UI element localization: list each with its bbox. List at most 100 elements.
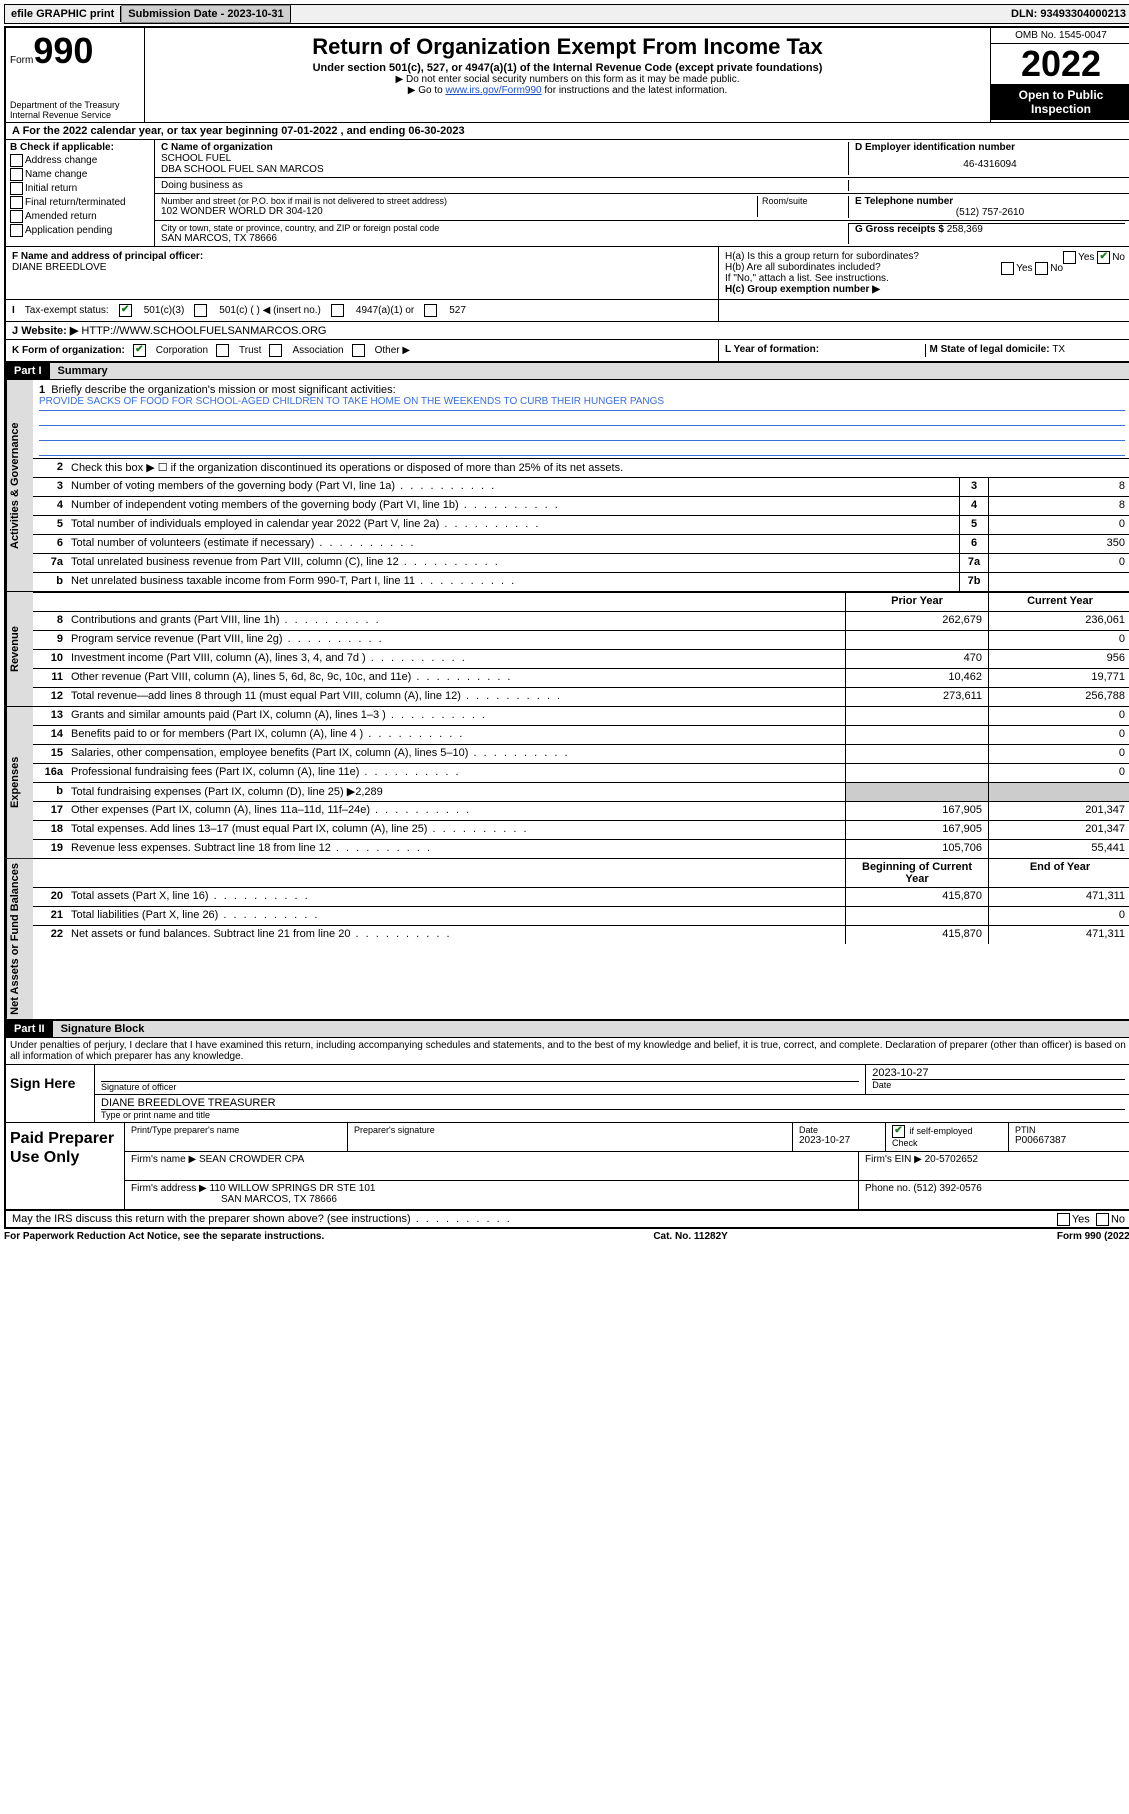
- check-name-change[interactable]: [10, 168, 23, 181]
- discuss-row: May the IRS discuss this return with the…: [6, 1211, 1129, 1227]
- firm-ein-value: 20-5702652: [925, 1154, 978, 1165]
- block-netassets: Net Assets or Fund Balances Beginning of…: [6, 859, 1129, 1021]
- discuss-no[interactable]: [1096, 1213, 1109, 1226]
- firm-name-value: SEAN CROWDER CPA: [199, 1154, 304, 1165]
- check-app-pending[interactable]: [10, 224, 23, 237]
- check-amended[interactable]: [10, 210, 23, 223]
- tax-year: 2022: [991, 44, 1129, 84]
- prep-sig-label: Preparer's signature: [354, 1125, 786, 1135]
- part1-title: Summary: [50, 363, 1129, 379]
- check-other[interactable]: [352, 344, 365, 357]
- block-expenses: Expenses 13 Grants and similar amounts p…: [6, 707, 1129, 859]
- check-self-employed[interactable]: [892, 1125, 905, 1138]
- sig-date-value: 2023-10-27: [872, 1067, 1125, 1079]
- summary-line: 13 Grants and similar amounts paid (Part…: [33, 707, 1129, 726]
- line2-label: Check this box ▶ ☐ if the organization d…: [67, 459, 1129, 477]
- type-name-label: Type or print name and title: [101, 1109, 1125, 1120]
- summary-line: 5 Total number of individuals employed i…: [33, 516, 1129, 535]
- l-label: L Year of formation:: [725, 344, 926, 357]
- part2-title: Signature Block: [53, 1021, 1129, 1037]
- sign-here-block: Sign Here Signature of officer 2023-10-2…: [6, 1065, 1129, 1123]
- part2-badge: Part II: [6, 1021, 53, 1037]
- summary-line: 9 Program service revenue (Part VIII, li…: [33, 631, 1129, 650]
- officer-typed-name: DIANE BREEDLOVE TREASURER: [101, 1097, 1125, 1109]
- hc-label: H(c) Group exemption number ▶: [725, 284, 1125, 295]
- check-4947[interactable]: [331, 304, 344, 317]
- check-assoc[interactable]: [269, 344, 282, 357]
- room-label: Room/suite: [757, 196, 842, 217]
- i-label: Tax-exempt status:: [25, 305, 109, 316]
- summary-line: 7a Total unrelated business revenue from…: [33, 554, 1129, 573]
- summary-line: 14 Benefits paid to or for members (Part…: [33, 726, 1129, 745]
- org-dba: DBA SCHOOL FUEL SAN MARCOS: [161, 164, 842, 175]
- summary-line: 20 Total assets (Part X, line 16) 415,87…: [33, 888, 1129, 907]
- block-governance: Activities & Governance 1 Briefly descri…: [6, 380, 1129, 592]
- firm-phone-value: (512) 392-0576: [913, 1183, 981, 1194]
- summary-line: 12 Total revenue—add lines 8 through 11 …: [33, 688, 1129, 706]
- ha-no[interactable]: [1097, 251, 1110, 264]
- ha-yes[interactable]: [1063, 251, 1076, 264]
- dept-label: Department of the Treasury: [10, 100, 140, 110]
- omb-label: OMB No. 1545-0047: [991, 28, 1129, 44]
- sign-here-label: Sign Here: [6, 1065, 95, 1122]
- summary-line: b Total fundraising expenses (Part IX, c…: [33, 783, 1129, 802]
- city-value: SAN MARCOS, TX 78666: [161, 233, 842, 244]
- part2-header-row: Part II Signature Block: [6, 1021, 1129, 1038]
- summary-line: 10 Investment income (Part VIII, column …: [33, 650, 1129, 669]
- form-container: Form990 Department of the Treasury Inter…: [4, 26, 1129, 1229]
- irs-label: Internal Revenue Service: [10, 110, 140, 120]
- header-right: OMB No. 1545-0047 2022 Open to Public In…: [991, 28, 1129, 122]
- row-fh: F Name and address of principal officer:…: [6, 247, 1129, 300]
- part1-badge: Part I: [6, 363, 50, 379]
- summary-line: 19 Revenue less expenses. Subtract line …: [33, 840, 1129, 858]
- irs-link[interactable]: www.irs.gov/Form990: [445, 85, 541, 96]
- form-subtitle: Under section 501(c), 527, or 4947(a)(1)…: [151, 62, 984, 74]
- form-title: Return of Organization Exempt From Incom…: [151, 34, 984, 60]
- firm-addr2: SAN MARCOS, TX 78666: [131, 1194, 852, 1205]
- check-initial-return[interactable]: [10, 182, 23, 195]
- top-bar: efile GRAPHIC print Submission Date - 20…: [4, 4, 1129, 24]
- col-current-header: Current Year: [988, 593, 1129, 611]
- row-j: J Website: ▶ HTTP://WWW.SCHOOLFUELSANMAR…: [6, 322, 1129, 340]
- submission-date-button[interactable]: Submission Date - 2023-10-31: [121, 5, 290, 23]
- check-501c[interactable]: [194, 304, 207, 317]
- paid-preparer-block: Paid Preparer Use Only Print/Type prepar…: [6, 1123, 1129, 1211]
- note-link: ▶ Go to www.irs.gov/Form990 for instruct…: [151, 85, 984, 96]
- hb-yes[interactable]: [1001, 262, 1014, 275]
- org-name: SCHOOL FUEL: [161, 153, 842, 164]
- check-527[interactable]: [424, 304, 437, 317]
- summary-line: 15 Salaries, other compensation, employe…: [33, 745, 1129, 764]
- check-address-change[interactable]: [10, 154, 23, 167]
- efile-label: efile GRAPHIC print: [5, 6, 121, 22]
- check-final-return[interactable]: [10, 196, 23, 209]
- summary-line: 6 Total number of volunteers (estimate i…: [33, 535, 1129, 554]
- check-corp[interactable]: [133, 344, 146, 357]
- f-label: F Name and address of principal officer:: [12, 251, 712, 262]
- city-label: City or town, state or province, country…: [161, 223, 842, 233]
- check-501c3[interactable]: [119, 304, 132, 317]
- form-number-cell: Form990 Department of the Treasury Inter…: [6, 28, 145, 122]
- hb-note: If "No," attach a list. See instructions…: [725, 273, 1125, 284]
- hb-no[interactable]: [1035, 262, 1048, 275]
- d-label: D Employer identification number: [855, 142, 1125, 153]
- check-trust[interactable]: [216, 344, 229, 357]
- paid-prep-label: Paid Preparer Use Only: [6, 1123, 125, 1209]
- perjury-text: Under penalties of perjury, I declare th…: [6, 1038, 1129, 1065]
- row-i: I Tax-exempt status: 501(c)(3) 501(c) ( …: [6, 300, 1129, 322]
- prep-date-value: 2023-10-27: [799, 1135, 879, 1146]
- firm-ein-label: Firm's EIN ▶: [865, 1154, 922, 1165]
- phone-value: (512) 757-2610: [855, 207, 1125, 218]
- box-b: B Check if applicable: Address change Na…: [6, 140, 155, 246]
- discuss-yes[interactable]: [1057, 1213, 1070, 1226]
- header-center: Return of Organization Exempt From Incom…: [145, 28, 991, 122]
- summary-line: 16a Professional fundraising fees (Part …: [33, 764, 1129, 783]
- footer-left: For Paperwork Reduction Act Notice, see …: [4, 1231, 324, 1242]
- col-prior-header: Prior Year: [845, 593, 988, 611]
- box-cde: C Name of organization SCHOOL FUEL DBA S…: [155, 140, 1129, 246]
- street-label: Number and street (or P.O. box if mail i…: [161, 196, 757, 206]
- firm-addr1: 110 WILLOW SPRINGS DR STE 101: [210, 1183, 376, 1194]
- firm-addr-label: Firm's address ▶: [131, 1183, 207, 1194]
- summary-line: 18 Total expenses. Add lines 13–17 (must…: [33, 821, 1129, 840]
- page-footer: For Paperwork Reduction Act Notice, see …: [4, 1229, 1129, 1244]
- note-ssn: ▶ Do not enter social security numbers o…: [151, 74, 984, 85]
